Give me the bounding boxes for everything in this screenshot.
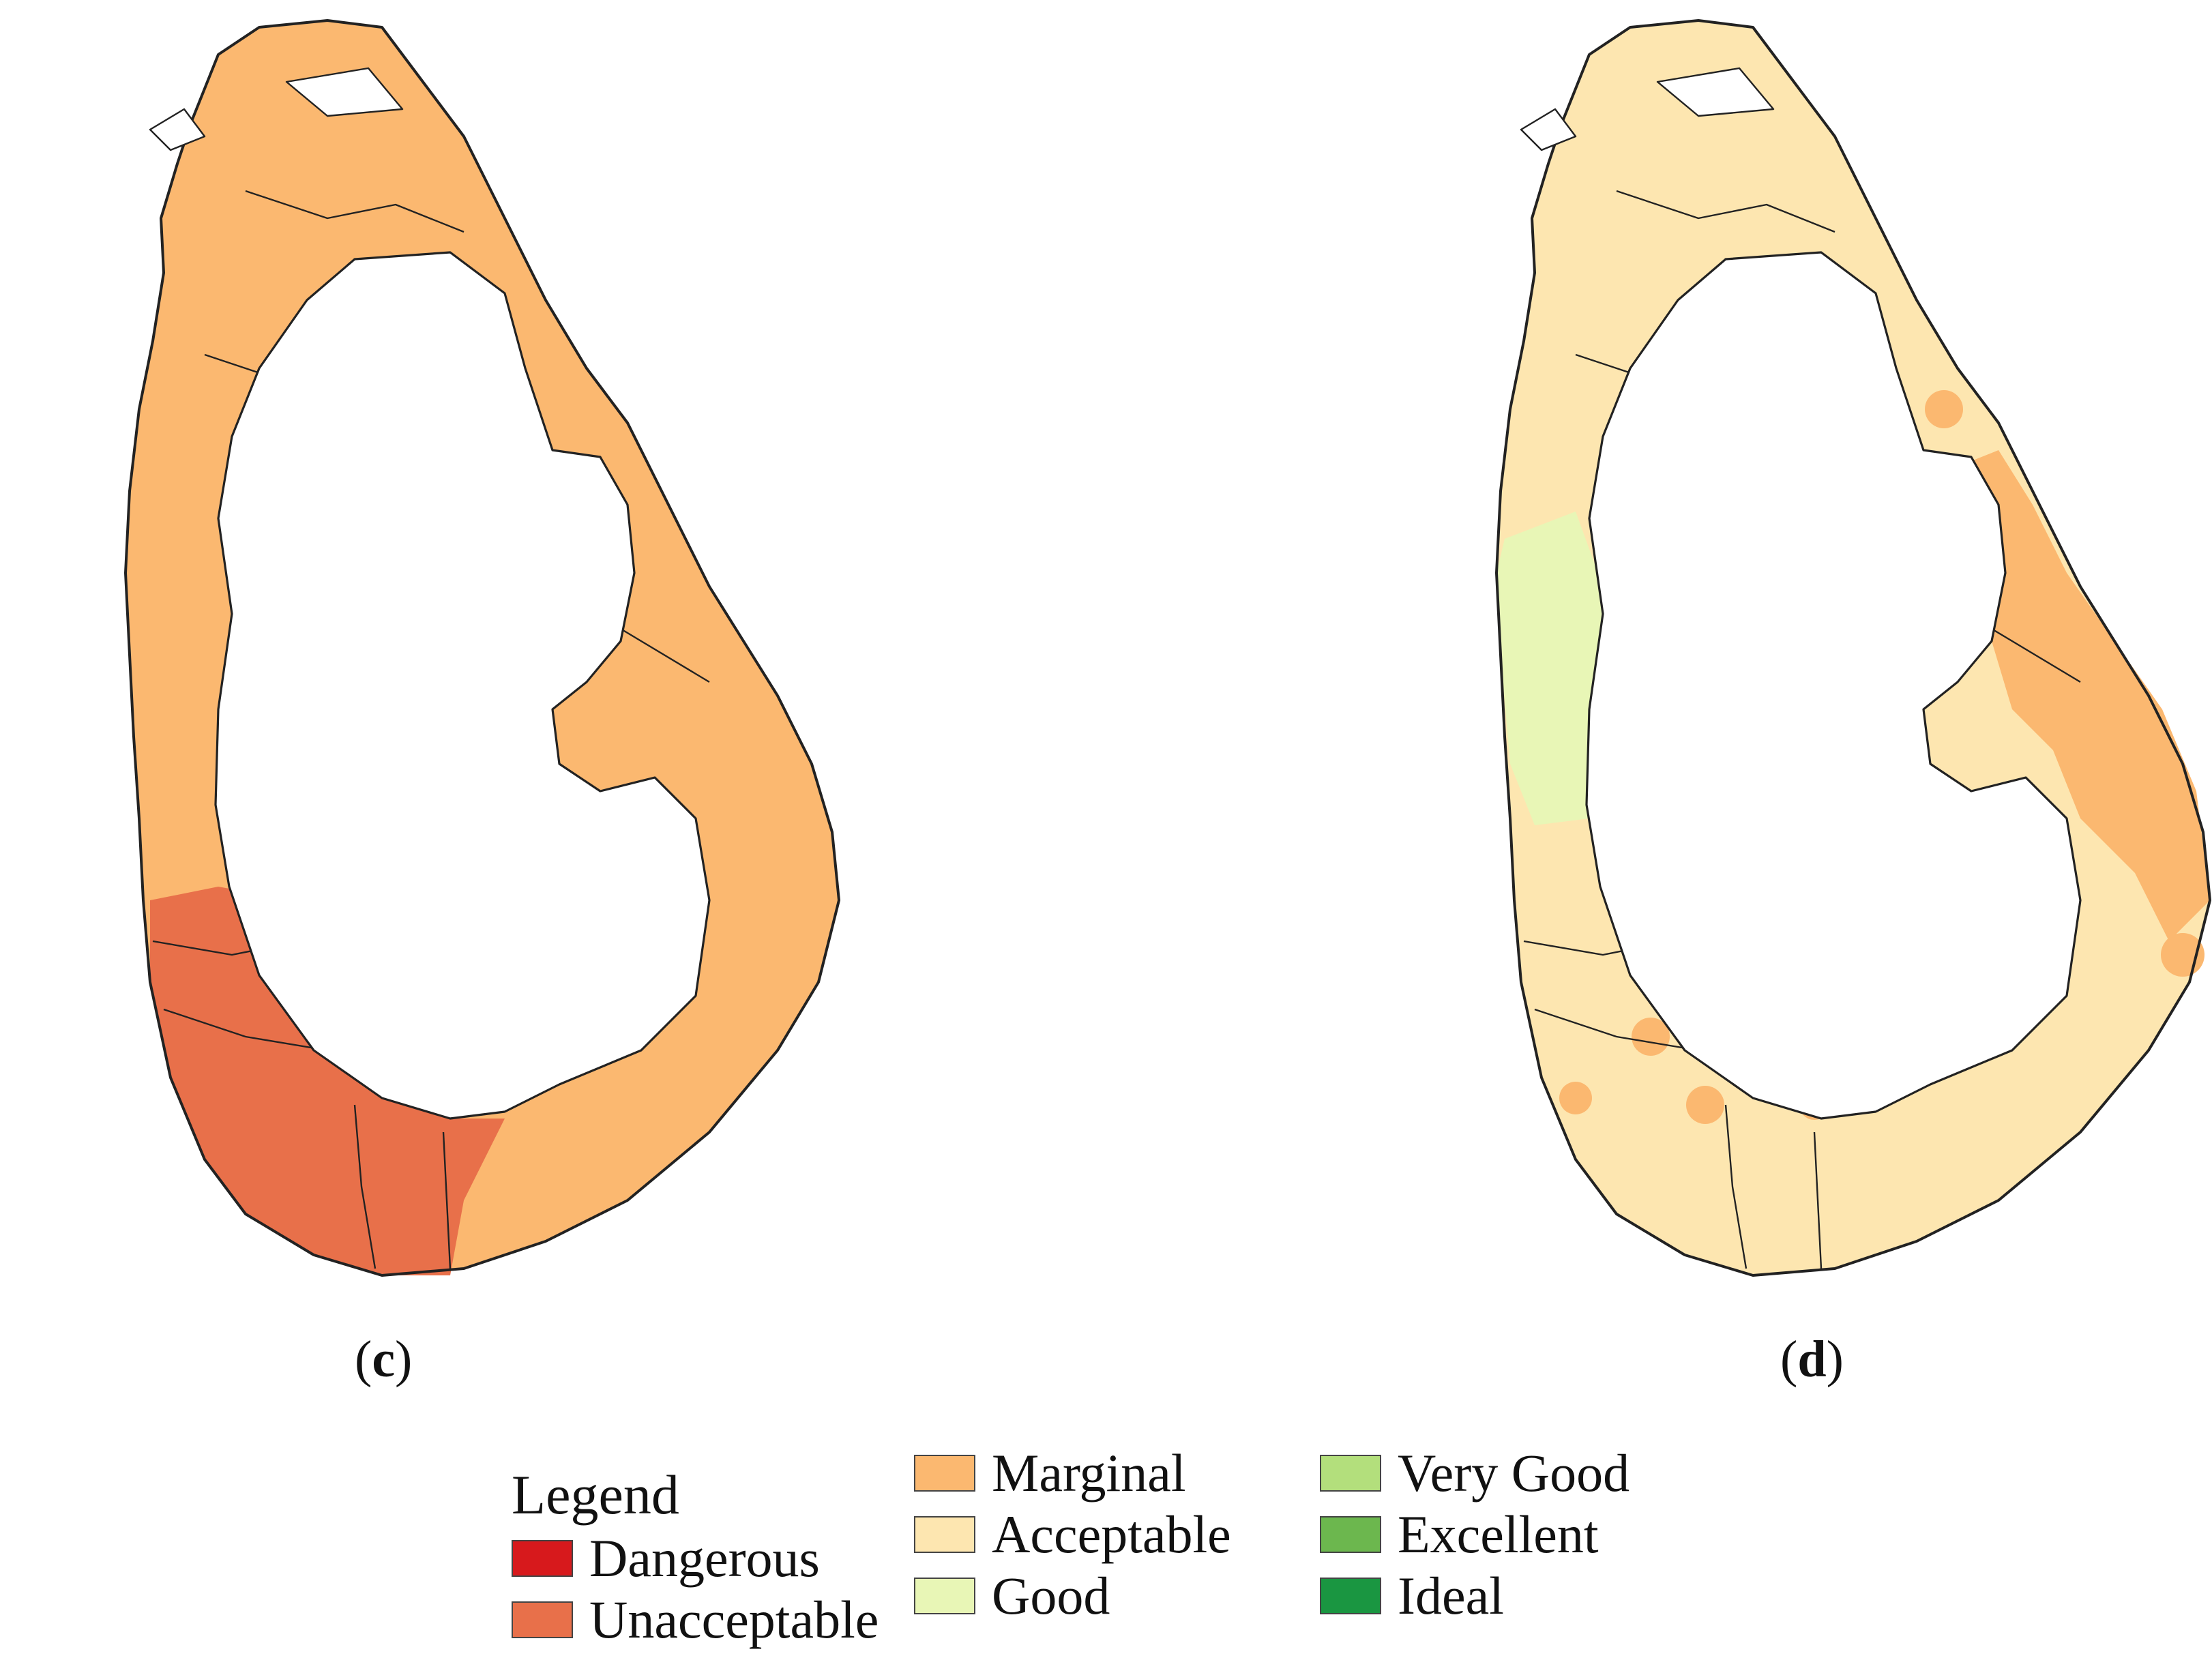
- legend-item-very-good: Very Good: [1320, 1442, 1629, 1504]
- legend-item-acceptable: Acceptable: [914, 1504, 1231, 1565]
- legend-item-excellent: Excellent: [1320, 1504, 1599, 1565]
- island-shape-c: [124, 19, 840, 1277]
- map-panel-c: [55, 0, 900, 1364]
- suitability-spot: [1632, 1018, 1670, 1056]
- district-boundary: [245, 190, 464, 233]
- legend-item-ideal: Ideal: [1320, 1565, 1504, 1627]
- suitability-spot: [1686, 1086, 1724, 1124]
- suitability-spot: [1925, 390, 1963, 428]
- legend-item-marginal: Marginal: [914, 1442, 1186, 1504]
- legend-swatch: [512, 1540, 573, 1577]
- legend-swatch: [914, 1578, 975, 1614]
- suitability-spot: [1559, 1082, 1592, 1114]
- district-boundary: [1616, 190, 1835, 233]
- panel-caption-d: (d): [1780, 1331, 1844, 1388]
- no-data-area: [1585, 251, 2082, 1120]
- legend-swatch: [914, 1455, 975, 1492]
- legend-swatch: [512, 1601, 573, 1638]
- coastline: [1495, 19, 2211, 1277]
- district-boundary: [1724, 1104, 1748, 1269]
- district-boundary: [163, 1008, 328, 1052]
- legend-swatch: [1320, 1455, 1381, 1492]
- map-panel-d: [1426, 0, 2212, 1364]
- legend-title: Legend: [512, 1464, 679, 1526]
- suitability-spot: [2161, 933, 2204, 977]
- legend-swatch: [1320, 1578, 1381, 1614]
- panel-caption-c: (c): [355, 1331, 413, 1388]
- legend-item-good: Good: [914, 1565, 1110, 1627]
- island-shape-d: [1495, 19, 2211, 1277]
- legend-item-unacceptable: Unacceptable: [512, 1589, 879, 1650]
- coastline: [124, 19, 840, 1277]
- lagoon: [149, 108, 206, 151]
- sri-lanka-map-c: [124, 19, 840, 1277]
- lagoon: [285, 67, 404, 117]
- lagoon: [1656, 67, 1775, 117]
- unacceptable-zone: [150, 887, 505, 1275]
- district-boundary: [353, 1104, 377, 1269]
- district-boundary: [1813, 1131, 1823, 1269]
- good-zone: [1496, 512, 1603, 825]
- district-boundary: [1534, 1008, 1699, 1052]
- legend-swatch: [914, 1516, 975, 1553]
- lagoon: [1520, 108, 1577, 151]
- map-legend: Legend Dangerous Unacceptable Marginal A…: [512, 1442, 1671, 1650]
- legend-swatch: [1320, 1516, 1381, 1553]
- legend-item-dangerous: Dangerous: [512, 1528, 820, 1589]
- no-data-area: [214, 251, 711, 1120]
- sri-lanka-map-d: [1495, 19, 2211, 1277]
- district-boundary: [442, 1131, 452, 1269]
